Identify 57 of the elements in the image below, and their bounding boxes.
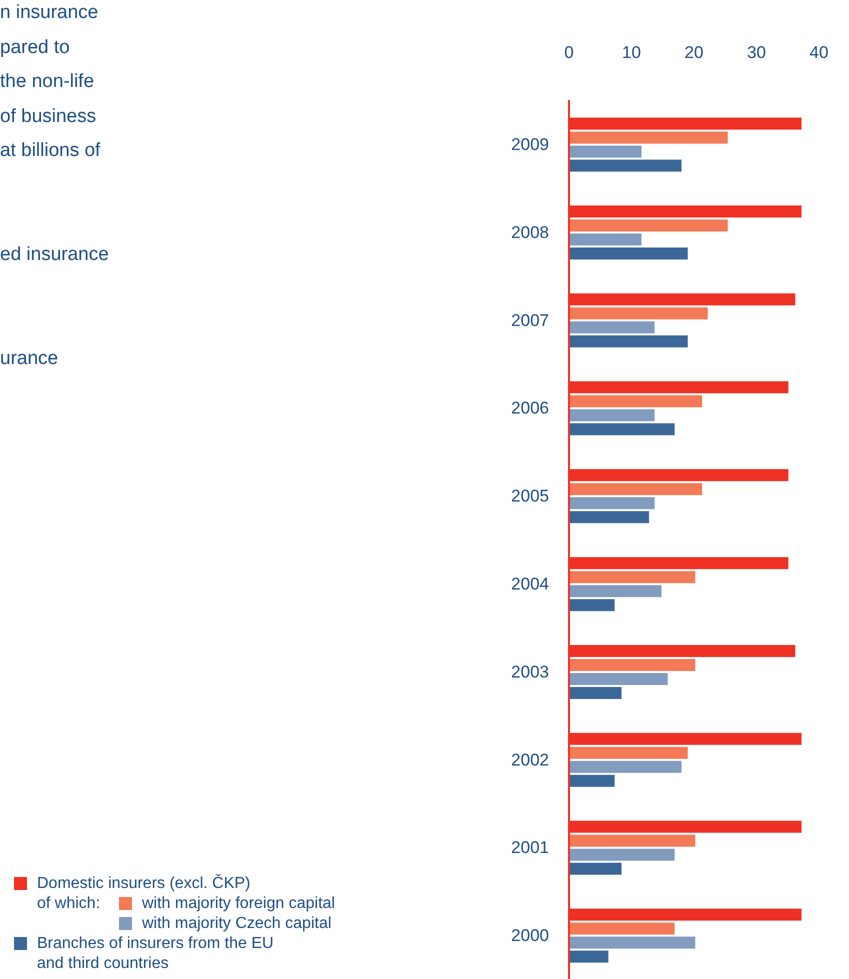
bar (569, 395, 702, 408)
x-tick-label: 40 (810, 43, 828, 62)
text: ed insurance (0, 244, 109, 266)
text: urance (0, 348, 58, 370)
bar (569, 483, 702, 496)
bar (569, 307, 708, 320)
bar (569, 146, 642, 158)
bar (569, 132, 728, 144)
bar (569, 571, 696, 584)
text: the non-life (0, 71, 94, 94)
x-tick-label: 10 (622, 43, 641, 62)
legend-label: with majority foreign capital (142, 894, 335, 914)
bar (569, 760, 682, 773)
text: n insurance (0, 2, 98, 24)
text: pared to (0, 36, 70, 59)
bar (569, 686, 622, 699)
bar (569, 219, 728, 232)
x-tick-label: 30 (747, 43, 766, 62)
legend-label: Domestic insurers (excl. ČKP) (37, 874, 250, 894)
bar (569, 936, 696, 949)
text: at billions of (0, 140, 100, 162)
bar (569, 423, 675, 436)
bar (569, 335, 688, 348)
y-tick-label: 2009 (511, 134, 549, 154)
legend-label: with majority Czech capital (142, 914, 332, 934)
bar (569, 746, 688, 759)
bar (569, 247, 688, 260)
bar (569, 409, 655, 422)
bar (569, 321, 655, 334)
bar (569, 862, 622, 875)
bar (569, 497, 655, 510)
y-tick-label: 2001 (511, 838, 549, 858)
y-tick-label: 2002 (511, 750, 549, 770)
bar (569, 233, 642, 246)
bar (569, 585, 662, 598)
y-tick-label: 2004 (511, 574, 549, 594)
legend-label: Branches of insurers from the EU and third countries (37, 934, 275, 974)
bar (569, 599, 615, 612)
bar (569, 160, 682, 172)
bar (569, 658, 696, 671)
y-tick-label: 2006 (511, 398, 549, 418)
text: of which: (37, 894, 102, 914)
bar (569, 511, 649, 524)
y-tick-label: 2000 (511, 926, 549, 946)
bar (569, 848, 675, 861)
text: of business (0, 106, 96, 128)
x-tick-label: 20 (684, 43, 704, 62)
bar (569, 774, 615, 787)
bar (569, 950, 608, 963)
bar (569, 672, 668, 685)
y-tick-label: 2007 (511, 310, 549, 330)
bar (569, 922, 675, 935)
x-tick-label: 0 (564, 43, 574, 62)
bar (569, 834, 696, 847)
y-tick-label: 2008 (511, 222, 549, 242)
y-tick-label: 2003 (511, 662, 549, 682)
y-tick-label: 2005 (511, 486, 549, 506)
